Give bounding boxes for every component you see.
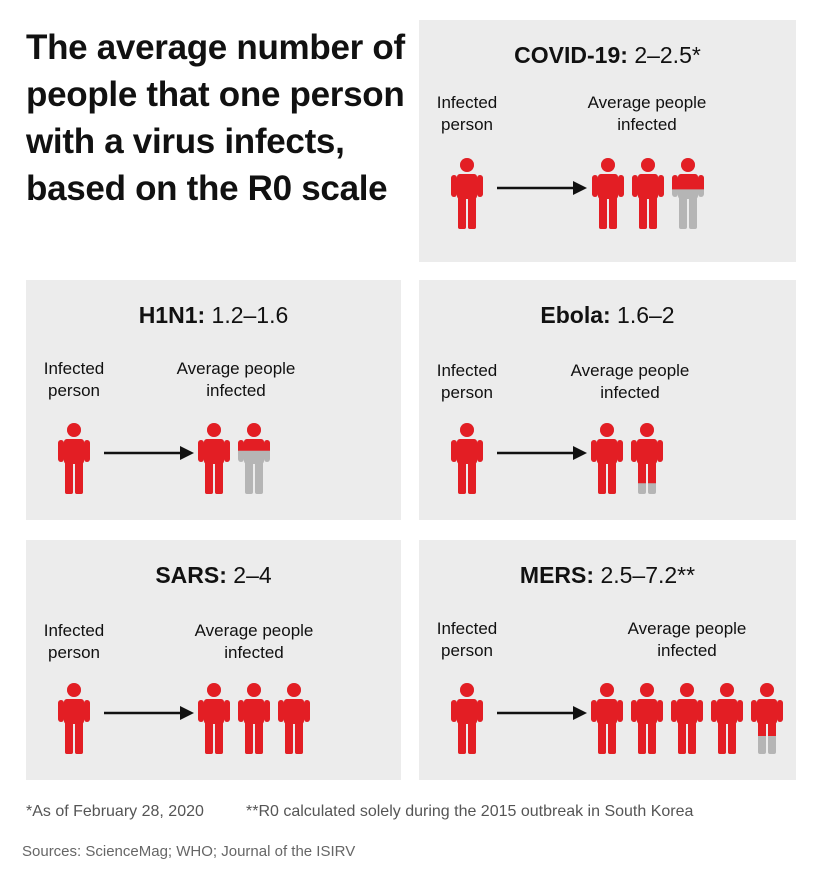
infected-person-icon (58, 422, 90, 499)
page-title: The average number of people that one pe… (26, 28, 405, 208)
partial-person-icon (751, 682, 783, 759)
average-infected-label: Average people infected (587, 93, 707, 134)
panel-h1n1: H1N1: 1.2–1.6 Infected person Average pe… (26, 280, 401, 520)
virus-name: SARS: (155, 562, 227, 588)
average-infected-label: Average people infected (176, 359, 296, 400)
arrow-icon (497, 446, 587, 460)
panel-sars: SARS: 2–4 Infected person Average people… (26, 540, 401, 780)
person-icon (631, 682, 663, 759)
r0-range: 2–2.5* (634, 42, 701, 68)
infected-person-label: Infected person (43, 621, 105, 662)
panel-heading: H1N1: 1.2–1.6 (26, 302, 401, 329)
average-infected-label: Average people infected (627, 619, 747, 660)
virus-name: Ebola: (540, 302, 611, 328)
person-icon (711, 682, 743, 759)
panel-heading: SARS: 2–4 (26, 562, 401, 589)
r0-range: 1.2–1.6 (211, 302, 289, 328)
person-icon (671, 682, 703, 759)
arrow-icon (104, 446, 194, 460)
partial-person-icon (631, 422, 663, 499)
r0-range: 2–4 (233, 562, 272, 588)
infected-person-label: Infected person (43, 359, 105, 400)
person-icon (198, 682, 230, 759)
person-icon (591, 422, 623, 499)
panel-mers: MERS: 2.5–7.2** Infected person Average … (419, 540, 796, 780)
r0-range: 2.5–7.2** (600, 562, 696, 588)
infected-person-icon (451, 157, 483, 234)
average-infected-label: Average people infected (194, 621, 314, 662)
panel-heading: COVID-19: 2–2.5* (419, 42, 796, 69)
virus-name: COVID-19: (514, 42, 628, 68)
infected-person-label: Infected person (436, 361, 498, 402)
panel-heading: Ebola: 1.6–2 (419, 302, 796, 329)
person-icon (591, 682, 623, 759)
sources-note: Sources: ScienceMag; WHO; Journal of the… (22, 843, 356, 860)
partial-person-icon (238, 422, 270, 499)
person-icon (198, 422, 230, 499)
footnote-asof: *As of February 28, 2020 (26, 803, 204, 820)
person-icon (278, 682, 310, 759)
person-icon (238, 682, 270, 759)
r0-range: 1.6–2 (617, 302, 675, 328)
infected-person-label: Infected person (436, 619, 498, 660)
panel-ebola: Ebola: 1.6–2 Infected person Average peo… (419, 280, 796, 520)
infected-person-icon (451, 682, 483, 759)
person-icon (592, 157, 624, 234)
average-infected-label: Average people infected (570, 361, 690, 402)
arrow-icon (104, 706, 194, 720)
virus-name: H1N1: (138, 302, 206, 328)
virus-name: MERS: (519, 562, 595, 588)
person-icon (632, 157, 664, 234)
arrow-icon (497, 181, 587, 195)
infected-person-label: Infected person (436, 93, 498, 134)
panel-heading: MERS: 2.5–7.2** (419, 562, 796, 589)
infected-person-icon (451, 422, 483, 499)
infected-person-icon (58, 682, 90, 759)
panel-covid: COVID-19: 2–2.5* Infected person Average… (419, 20, 796, 262)
partial-person-icon (672, 157, 704, 234)
arrow-icon (497, 706, 587, 720)
footnote-r0: **R0 calculated solely during the 2015 o… (246, 803, 694, 820)
